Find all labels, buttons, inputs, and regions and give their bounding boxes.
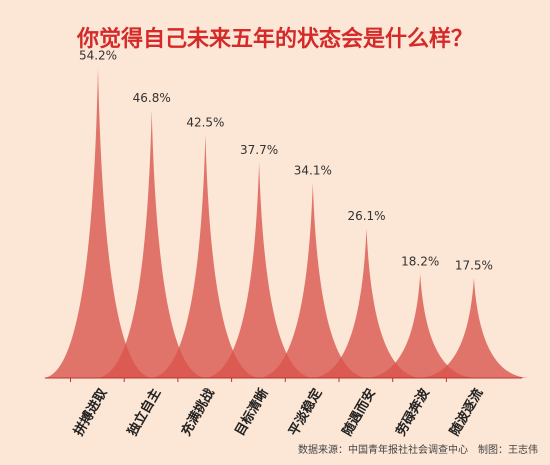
value-label: 17.5% — [455, 258, 493, 272]
spike — [311, 228, 422, 378]
value-label: 18.2% — [401, 254, 439, 268]
source-note: 数据来源：中国青年报社社会调查中心 制图：王志伟 — [298, 443, 538, 456]
spike — [418, 277, 529, 378]
value-label: 26.1% — [347, 209, 385, 223]
value-label: 37.7% — [240, 143, 278, 157]
value-label: 54.2% — [79, 48, 117, 62]
value-label: 46.8% — [133, 91, 171, 105]
spike — [204, 162, 315, 378]
value-label: 34.1% — [294, 163, 332, 177]
chart-title: 你觉得自己未来五年的状态会是什么样？ — [76, 26, 473, 52]
value-label: 42.5% — [186, 115, 224, 129]
spike — [257, 182, 368, 378]
spike — [43, 67, 153, 378]
spike — [365, 273, 476, 378]
spike — [150, 134, 261, 378]
spike — [96, 110, 207, 378]
